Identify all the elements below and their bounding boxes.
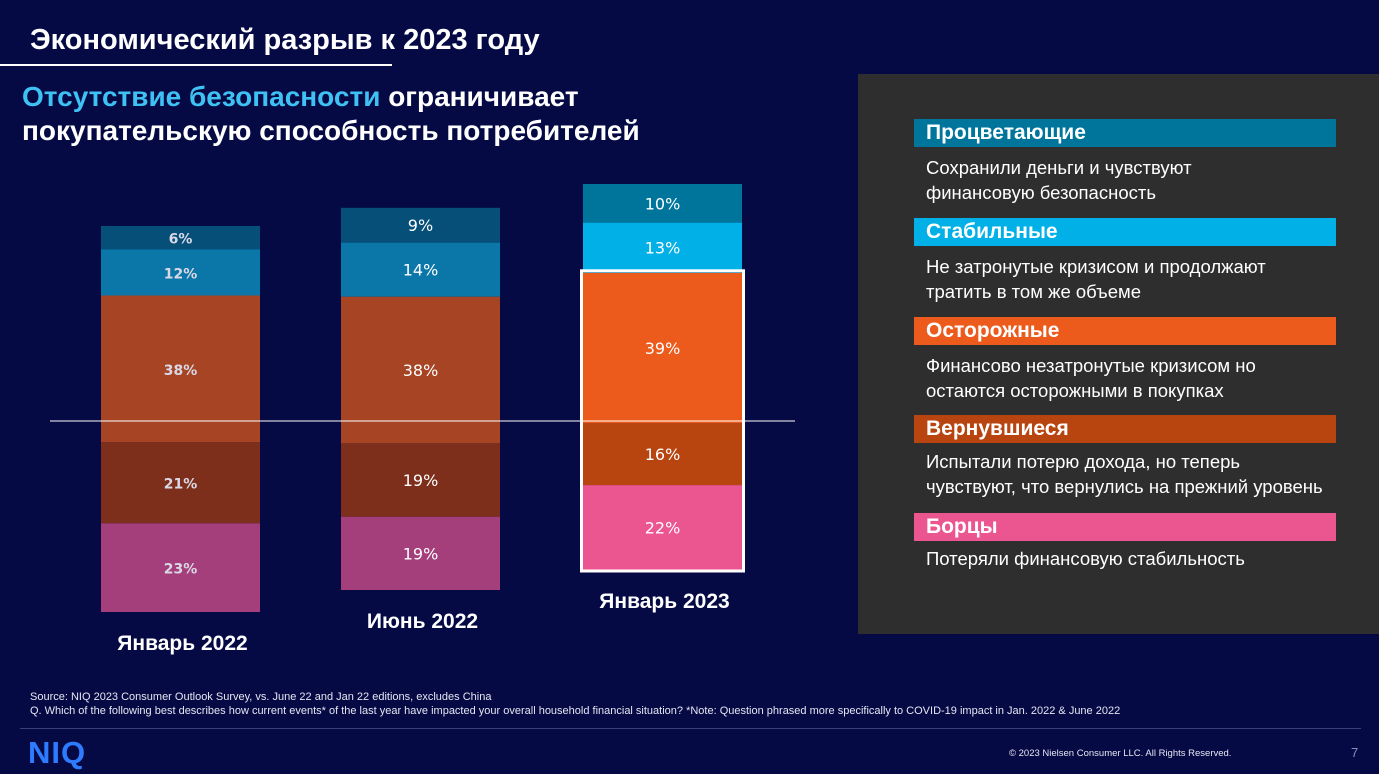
bar-segment-strugglers-2 xyxy=(341,516,500,590)
segment-desc-returned: Испытали потерю дохода, но теперь чувству… xyxy=(926,451,1323,497)
segment-legend-panel: Процветающие Сохранили деньги и чувствую… xyxy=(858,74,1379,634)
bar-segment-stable-2 xyxy=(341,242,500,297)
segment-header-cautious: Осторожные xyxy=(914,317,1336,345)
source-note: Source: NIQ 2023 Consumer Outlook Survey… xyxy=(30,691,1121,717)
bar-segment-flourishing-1 xyxy=(101,226,260,250)
segment-header-returned: Вернувшиеся xyxy=(914,415,1336,443)
bar-segment-stable-3 xyxy=(583,222,742,273)
bar-segment-returned-1 xyxy=(101,442,260,524)
segment-header-flourishing: Процветающие xyxy=(914,119,1336,147)
slide-title: Экономический разрыв к 2023 году xyxy=(30,24,540,56)
data-label: 38% xyxy=(403,361,439,380)
headline-rest: ограничивает xyxy=(380,81,579,112)
segment-desc-flourishing: Сохранили деньги и чувствуют финансовую б… xyxy=(926,157,1192,203)
data-label: 13% xyxy=(645,239,681,258)
footer-divider xyxy=(20,728,1361,729)
data-label: 12% xyxy=(164,266,198,282)
data-label: 14% xyxy=(403,261,439,280)
category-label: Январь 2022 xyxy=(117,632,247,655)
data-label: 22% xyxy=(645,519,681,538)
bar-segment-returned-3 xyxy=(583,423,742,486)
title-underline xyxy=(0,64,392,66)
bar-segment-returned-2 xyxy=(341,443,500,517)
data-label: 19% xyxy=(403,544,439,563)
data-label: 39% xyxy=(645,339,681,358)
category-label: Январь 2023 xyxy=(599,590,729,613)
page-number: 7 xyxy=(1351,745,1359,760)
bar-segment-strugglers-1 xyxy=(101,523,260,612)
data-label: 9% xyxy=(408,216,433,235)
bar-segment-stable-1 xyxy=(101,249,260,296)
stacked-bar-chart: 23% 21% 38% 12% 6% Январь 2022 19% 19% 38% 14% 9% И… xyxy=(50,184,795,655)
niq-logo: NIQ xyxy=(28,735,87,770)
data-label: 6% xyxy=(169,232,193,248)
data-label: 19% xyxy=(403,471,439,490)
data-label: 23% xyxy=(164,562,198,578)
bar-segment-cautious-1 xyxy=(101,295,260,443)
copyright-text: © 2023 Nielsen Consumer LLC. All Rights … xyxy=(1009,748,1232,759)
bar-segment-flourishing-3 xyxy=(583,184,742,223)
bar-segment-cautious-2 xyxy=(341,296,500,444)
headline: Отсутствие безопасности ограничивает пок… xyxy=(22,80,640,148)
data-label: 10% xyxy=(645,194,681,213)
segment-header-strugglers: Борцы xyxy=(914,513,1336,541)
data-label: 21% xyxy=(164,477,198,493)
bar-segment-flourishing-2 xyxy=(341,207,500,243)
segment-header-stable: Стабильные xyxy=(914,218,1336,246)
bar-segment-strugglers-3 xyxy=(583,485,742,570)
category-label: Июнь 2022 xyxy=(367,610,478,633)
data-label: 16% xyxy=(645,445,681,464)
segment-desc-cautious: Финансово незатронутые кризисом но остают… xyxy=(926,355,1256,401)
headline-line2: покупательскую способность потребителей xyxy=(22,115,640,146)
bar-segment-cautious-3 xyxy=(583,272,742,424)
segment-desc-stable: Не затронутые кризисом и продолжают трати… xyxy=(926,256,1266,302)
segment-desc-strugglers: Потеряли финансовую стабильность xyxy=(926,548,1245,569)
data-label: 38% xyxy=(164,363,198,379)
headline-accent: Отсутствие безопасности xyxy=(22,81,381,112)
